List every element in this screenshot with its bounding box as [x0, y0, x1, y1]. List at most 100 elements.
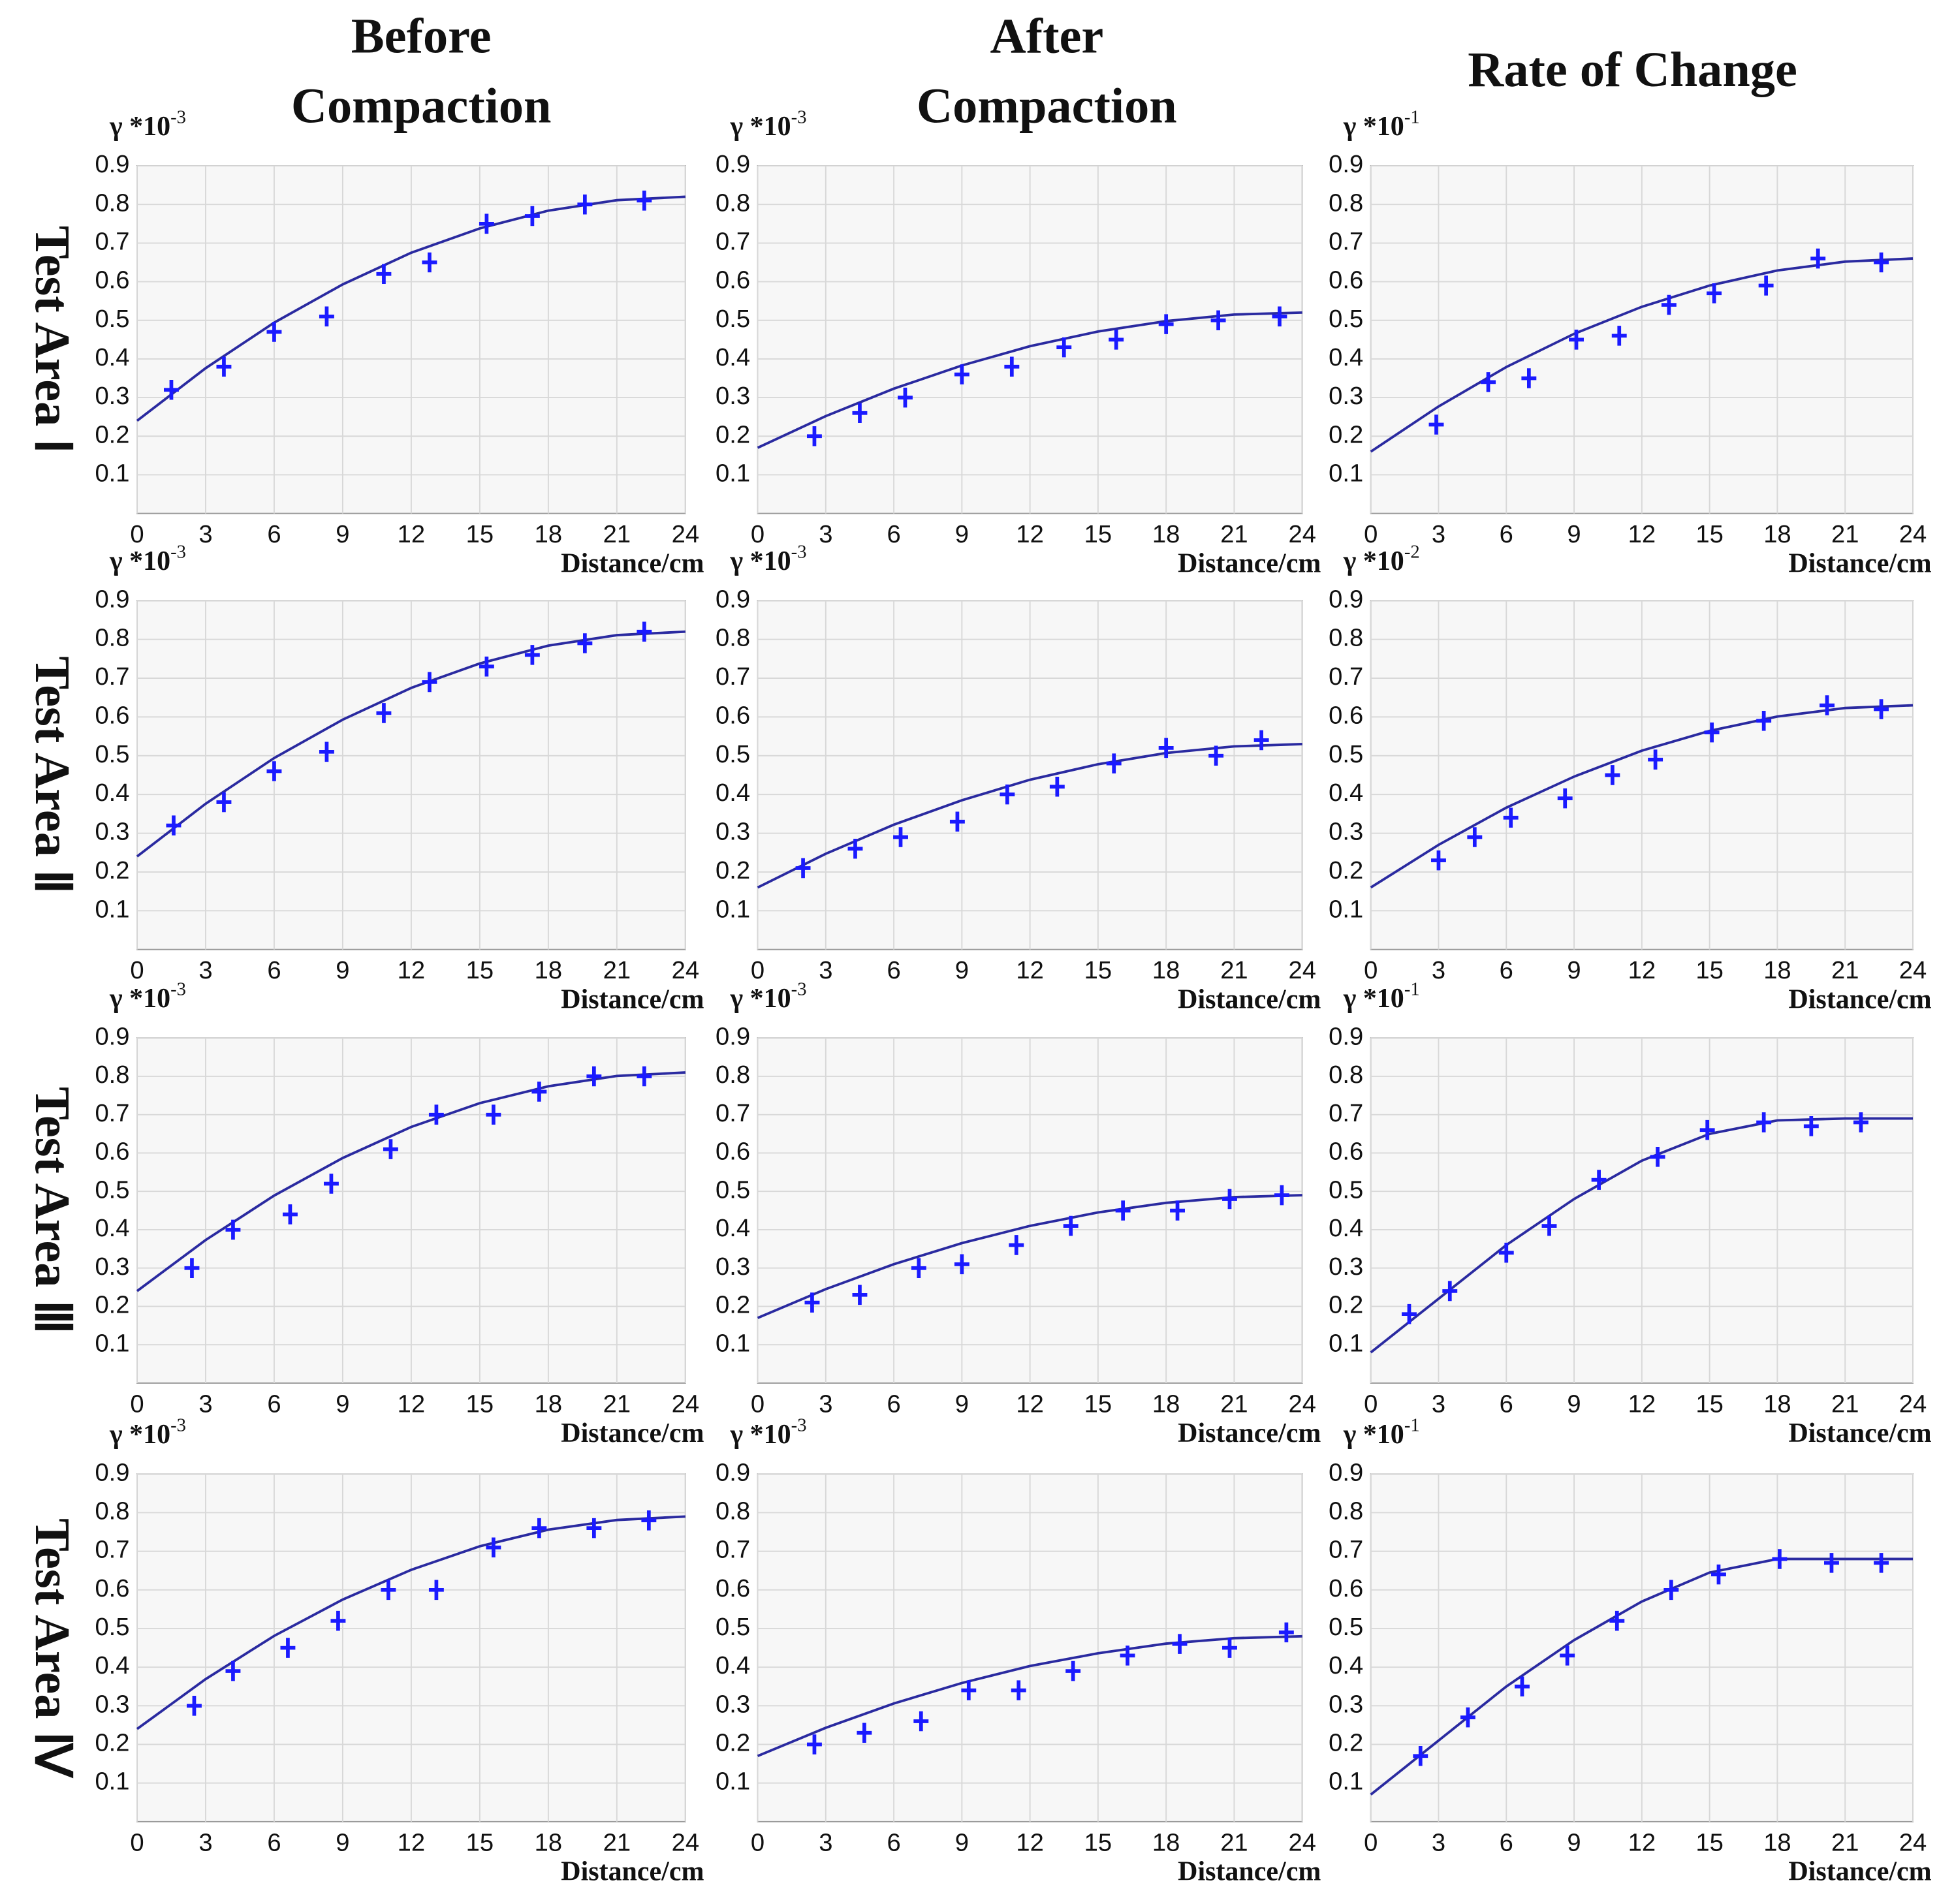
data-point: [1460, 1707, 1475, 1728]
y-tick-label: 0.4: [95, 1214, 129, 1242]
x-tick-label: 12: [398, 520, 425, 548]
y-tick-label: 0.8: [716, 1061, 750, 1089]
x-tick-label: 6: [267, 1828, 281, 1856]
x-tick-label: 15: [1695, 1828, 1723, 1856]
x-axis-label: Distance/cm: [561, 984, 704, 1014]
data-point: [641, 1510, 657, 1531]
x-tick-label: 18: [535, 956, 562, 984]
fit-curve: [136, 195, 685, 422]
y-tick-label: 0.2: [1329, 1729, 1363, 1757]
data-point: [857, 1723, 872, 1743]
x-tick-label: 21: [1220, 1828, 1248, 1856]
x-tick-label: 3: [819, 956, 832, 984]
row-title: Test Area Ⅱ: [25, 656, 80, 894]
x-tick-label: 21: [1831, 1390, 1859, 1418]
chart: 0.1 0.2 0.3 0.4 0.5 0.6 0.7 0.8 0.9 0 3 6 9 12 15 18 21 2…: [95, 1414, 704, 1886]
y-tick-label: 0.6: [95, 701, 129, 729]
data-point: [1158, 314, 1174, 334]
x-tick-label: 24: [672, 1828, 699, 1856]
y-tick-label: 0.5: [1329, 1613, 1363, 1641]
x-axis-label: Distance/cm: [1788, 1418, 1931, 1448]
y-tick-label: 0.7: [716, 227, 750, 255]
x-tick-label: 3: [819, 1828, 832, 1856]
x-tick-label: 0: [751, 1390, 764, 1418]
y-tick-label: 0.1: [716, 1768, 750, 1796]
x-tick-label: 21: [1220, 1390, 1248, 1418]
y-unit-label: γ *10-3: [730, 1414, 807, 1449]
y-tick-label: 0.6: [1329, 1138, 1363, 1166]
y-tick-label: 0.3: [95, 1253, 129, 1281]
data-point: [1591, 1170, 1607, 1190]
y-tick-label: 0.4: [1329, 343, 1363, 371]
y-unit-base: γ *10: [730, 1420, 791, 1450]
data-point: [323, 1174, 339, 1194]
data-point: [1756, 1112, 1772, 1132]
fit-curve: [1370, 1557, 1914, 1796]
data-point: [1824, 1553, 1839, 1573]
x-tick-label: 18: [1152, 1390, 1180, 1418]
x-tick-label: 12: [1628, 1390, 1656, 1418]
data-point: [216, 792, 232, 813]
data-point: [1758, 275, 1774, 296]
data-point: [1467, 827, 1483, 847]
data-point: [954, 364, 969, 384]
data-point: [954, 1254, 969, 1275]
data-point: [1650, 1147, 1665, 1167]
data-point: [531, 1082, 547, 1102]
data-point: [1431, 850, 1446, 871]
data-point: [637, 1066, 652, 1087]
y-tick-label: 0.3: [95, 818, 129, 846]
data-point: [1172, 1634, 1188, 1654]
y-tick-label: 0.5: [1329, 740, 1363, 768]
x-tick-label: 9: [1567, 956, 1581, 984]
fit-curve: [1370, 257, 1914, 453]
y-tick-label: 0.3: [1329, 1690, 1363, 1718]
y-tick-label: 0.7: [716, 1536, 750, 1564]
x-tick-label: 3: [198, 1390, 212, 1418]
y-tick-label: 0.1: [1329, 1329, 1363, 1357]
data-point: [266, 322, 282, 342]
x-tick-label: 9: [955, 520, 969, 548]
y-tick-label: 0.9: [95, 585, 129, 613]
x-tick-label: 6: [887, 956, 900, 984]
data-point: [1120, 1646, 1135, 1666]
y-unit-exponent: -1: [1404, 1414, 1420, 1435]
x-tick-label: 24: [1288, 520, 1316, 548]
data-point: [1049, 776, 1065, 797]
y-tick-label: 0.5: [95, 1613, 129, 1641]
y-unit-base: γ *10: [109, 984, 170, 1014]
y-tick-label: 0.9: [95, 150, 129, 178]
data-point: [961, 1680, 977, 1700]
y-tick-label: 0.3: [716, 1253, 750, 1281]
x-tick-label: 0: [1364, 956, 1378, 984]
x-tick-label: 9: [955, 956, 969, 984]
x-tick-label: 6: [1500, 520, 1513, 548]
data-point: [1481, 372, 1496, 392]
data-point: [1699, 1119, 1715, 1140]
y-tick-label: 0.8: [95, 624, 129, 652]
x-tick-label: 3: [1432, 1828, 1445, 1856]
y-unit-base: γ *10: [730, 111, 791, 141]
y-tick-label: 0.3: [1329, 382, 1363, 410]
x-tick-label: 6: [267, 1390, 281, 1418]
y-unit-base: γ *10: [1343, 546, 1404, 576]
y-tick-label: 0.6: [716, 1574, 750, 1602]
y-unit-exponent: -3: [170, 1414, 186, 1435]
data-point: [428, 1104, 444, 1125]
y-unit-label: γ *10-2: [1343, 541, 1420, 576]
x-tick-label: 0: [1364, 520, 1378, 548]
x-tick-label: 24: [1899, 520, 1927, 548]
data-point: [795, 858, 811, 879]
x-tick-label: 18: [1763, 1390, 1791, 1418]
x-tick-label: 15: [466, 956, 494, 984]
fit-curve: [1370, 1117, 1914, 1354]
y-tick-label: 0.8: [1329, 1497, 1363, 1525]
y-tick-label: 0.5: [95, 740, 129, 768]
y-tick-label: 0.5: [95, 305, 129, 333]
x-tick-label: 9: [1567, 1828, 1581, 1856]
chart: 0.1 0.2 0.3 0.4 0.5 0.6 0.7 0.8 0.9 0 3 6 9 12 15 18 21 2…: [716, 978, 1321, 1448]
y-tick-label: 0.2: [95, 1291, 129, 1319]
data-point: [1853, 1112, 1868, 1132]
y-tick-label: 0.8: [1329, 1061, 1363, 1089]
data-point: [898, 387, 913, 408]
